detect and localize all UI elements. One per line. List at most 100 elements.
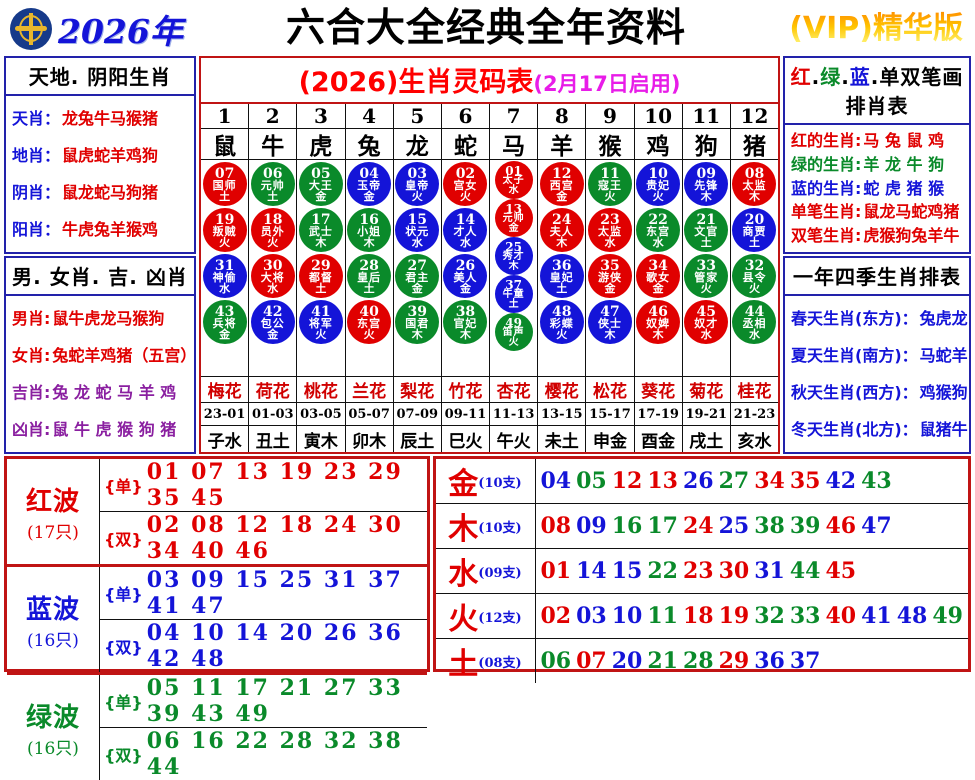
ball-title: 大王 bbox=[308, 178, 333, 192]
ball-element: 火 bbox=[459, 189, 471, 203]
ball-10[interactable]: 10 贵妃火 bbox=[636, 162, 681, 206]
ball-45[interactable]: 45 奴才水 bbox=[684, 300, 729, 344]
ball-22[interactable]: 22 东宫水 bbox=[636, 208, 681, 252]
element-number: 35 bbox=[789, 468, 821, 494]
ball-12[interactable]: 12 西宫金 bbox=[539, 162, 584, 206]
ball-30[interactable]: 30 大将水 bbox=[250, 254, 295, 298]
ball-title: 寇王 bbox=[597, 178, 622, 192]
ball-36[interactable]: 36 皇妃土 bbox=[539, 254, 584, 298]
ball-32[interactable]: 32 县令火 bbox=[732, 254, 777, 298]
ball-element: 火 bbox=[315, 327, 327, 341]
element-row-2: 水 (09支) 01 14 15 22 23 30 31 44 45 bbox=[435, 549, 968, 594]
col-number-8: 9 bbox=[586, 104, 635, 129]
ball-06[interactable]: 06 元帅土 bbox=[250, 162, 295, 206]
ball-element: 火 bbox=[652, 189, 664, 203]
ball-title: 都督 bbox=[308, 270, 333, 284]
ball-07[interactable]: 07 国师土 bbox=[202, 162, 247, 206]
ball-21[interactable]: 21 文官土 bbox=[684, 208, 729, 252]
element-numbers-1: 08 09 16 17 24 25 38 39 46 47 bbox=[536, 513, 969, 539]
ball-title: 丞相 bbox=[742, 316, 767, 330]
ball-11[interactable]: 11 寇王火 bbox=[587, 162, 632, 206]
ball-number: 34 bbox=[648, 257, 668, 274]
element-row-1: 木 (10支) 08 09 16 17 24 25 38 39 46 47 bbox=[435, 504, 969, 549]
right-row-0-1: 绿的生肖: 羊 龙 牛 狗 bbox=[791, 156, 963, 174]
wave-row-1-1: {双} 04 10 14 20 26 36 42 48 bbox=[100, 620, 427, 672]
ball-05[interactable]: 05 大王金 bbox=[298, 162, 343, 206]
ball-42[interactable]: 42 包公金 bbox=[250, 300, 295, 344]
row-value: 鼠龙蛇马狗猪 bbox=[62, 182, 159, 202]
parity-tag: {双} bbox=[104, 746, 143, 765]
ball-title: 贵妃 bbox=[646, 178, 671, 192]
col-animal-1: 牛 bbox=[249, 129, 298, 160]
left-panel-body-0: 天肖： 龙兔牛马猴猪 地肖： 鼠虎蛇羊鸡狗 阴肖： 鼠龙蛇马狗猪 阳肖： 牛虎兔羊猴鸡 bbox=[4, 96, 196, 254]
ball-element: 水 bbox=[411, 235, 423, 249]
ball-13[interactable]: 13 元帅金 bbox=[494, 199, 533, 237]
ball-46[interactable]: 46 奴婢木 bbox=[636, 300, 681, 344]
ball-title: 管家 bbox=[694, 270, 719, 284]
col-stem-2: 寅木 bbox=[297, 426, 346, 452]
element-number: 28 bbox=[683, 648, 714, 674]
ball-33[interactable]: 33 管家火 bbox=[684, 254, 729, 298]
ball-number: 49 bbox=[505, 315, 522, 330]
ball-title: 夫人 bbox=[549, 224, 574, 238]
wave-numbers: 05 11 17 21 27 33 39 43 49 bbox=[146, 675, 403, 727]
ball-01[interactable]: 01 太子水 bbox=[494, 161, 533, 199]
ball-02[interactable]: 02 宫女火 bbox=[443, 162, 488, 206]
row-key: 凶肖: bbox=[12, 419, 51, 439]
ball-49[interactable]: 49 笛声火 bbox=[494, 313, 533, 351]
ball-17[interactable]: 17 武士木 bbox=[298, 208, 343, 252]
page-title: 六合大全经典全年资料 bbox=[286, 6, 687, 51]
ball-24[interactable]: 24 夫人木 bbox=[539, 208, 584, 252]
ball-38[interactable]: 38 官妃木 bbox=[443, 300, 488, 344]
ball-34[interactable]: 34 歌女金 bbox=[636, 254, 681, 298]
element-number: 10 bbox=[611, 603, 643, 629]
ball-37[interactable]: 37 牛童土 bbox=[494, 275, 533, 313]
ball-element: 木 bbox=[556, 235, 568, 249]
ball-48[interactable]: 48 彩蝶火 bbox=[539, 300, 584, 344]
ball-19[interactable]: 19 叛贼火 bbox=[202, 208, 247, 252]
ball-27[interactable]: 27 君主金 bbox=[395, 254, 440, 298]
ball-number: 47 bbox=[600, 303, 620, 320]
ball-title: 太子 bbox=[502, 174, 525, 186]
ball-title: 国君 bbox=[405, 316, 430, 330]
ball-35[interactable]: 35 游侠金 bbox=[587, 254, 632, 298]
col-stem-6: 午火 bbox=[490, 426, 539, 452]
ball-28[interactable]: 28 皇后土 bbox=[347, 254, 392, 298]
ball-number: 36 bbox=[552, 257, 572, 274]
ball-29[interactable]: 29 都督土 bbox=[298, 254, 343, 298]
ball-element: 木 bbox=[700, 189, 712, 203]
wave-name: 绿波 bbox=[25, 702, 80, 733]
ball-column-2: 05 大王金 17 武士木 29 都督土 41 将军火 bbox=[297, 160, 346, 377]
zodiac-grid: 1 2 3 4 5 6 7 8 9 10 11 12 鼠牛虎兔龙蛇马羊猴鸡狗猪 07 国师土 19 叛贼火 3… bbox=[199, 104, 780, 454]
element-name: 土 bbox=[448, 647, 479, 682]
ball-40[interactable]: 40 东宫火 bbox=[347, 300, 392, 344]
col-time-1: 01-03 bbox=[249, 403, 298, 426]
element-number: 17 bbox=[647, 513, 678, 539]
ball-15[interactable]: 15 状元水 bbox=[395, 208, 440, 252]
ball-18[interactable]: 18 员外火 bbox=[250, 208, 295, 252]
col-stem-1: 丑土 bbox=[249, 426, 298, 452]
ball-31[interactable]: 31 神偷水 bbox=[202, 254, 247, 298]
ball-26[interactable]: 26 美人金 bbox=[443, 254, 488, 298]
ball-20[interactable]: 20 商贾土 bbox=[732, 208, 777, 252]
ball-number: 45 bbox=[696, 303, 717, 320]
ball-41[interactable]: 41 将军火 bbox=[298, 300, 343, 344]
ball-47[interactable]: 47 侠士木 bbox=[587, 300, 632, 344]
ball-03[interactable]: 03 皇帝火 bbox=[395, 162, 440, 206]
ball-element: 火 bbox=[411, 189, 423, 203]
ball-04[interactable]: 04 玉帝金 bbox=[347, 162, 392, 206]
ball-23[interactable]: 23 太监水 bbox=[587, 208, 632, 252]
col-number-7: 8 bbox=[538, 104, 587, 129]
ball-25[interactable]: 25 秀才木 bbox=[494, 237, 533, 275]
wave-row-0-0: {单} 01 07 13 19 23 29 35 45 bbox=[100, 459, 427, 512]
ball-43[interactable]: 43 兵将金 bbox=[202, 300, 247, 344]
col-flower-11: 桂花 bbox=[730, 377, 779, 403]
ball-16[interactable]: 16 小姐木 bbox=[347, 208, 392, 252]
ball-39[interactable]: 39 国君木 bbox=[395, 300, 440, 344]
row-key: 天肖： bbox=[12, 108, 61, 128]
ball-44[interactable]: 44 丞相水 bbox=[732, 300, 777, 344]
ball-number: 15 bbox=[407, 211, 427, 228]
ball-14[interactable]: 14 才人水 bbox=[443, 208, 488, 252]
ball-08[interactable]: 08 太监木 bbox=[732, 162, 777, 206]
ball-09[interactable]: 09 先锋木 bbox=[684, 162, 729, 206]
